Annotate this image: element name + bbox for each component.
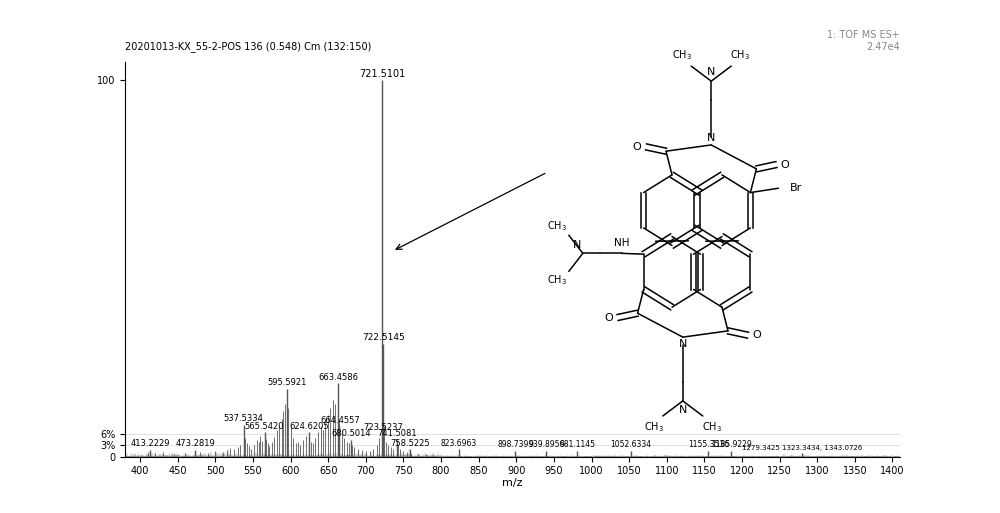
Text: 1: TOF MS ES+
2.47e4: 1: TOF MS ES+ 2.47e4 (827, 30, 900, 52)
Text: N: N (679, 339, 687, 349)
Text: CH$_3$: CH$_3$ (644, 420, 664, 434)
Text: CH$_3$: CH$_3$ (547, 219, 567, 233)
Text: 537.5334: 537.5334 (224, 414, 263, 423)
Text: 680.5014: 680.5014 (331, 429, 371, 438)
Text: 20201013-KX_55-2-POS 136 (0.548) Cm (132:150): 20201013-KX_55-2-POS 136 (0.548) Cm (132… (125, 41, 371, 52)
Text: CH$_3$: CH$_3$ (730, 48, 750, 62)
Text: 898.7399: 898.7399 (497, 441, 533, 449)
Text: 741.5081: 741.5081 (377, 429, 417, 438)
Text: N: N (707, 67, 715, 77)
Text: 723.5237: 723.5237 (364, 424, 403, 432)
Text: CH$_3$: CH$_3$ (672, 48, 692, 62)
Text: O: O (604, 312, 613, 323)
Text: 413.2229: 413.2229 (130, 439, 170, 448)
Text: 981.1145: 981.1145 (559, 441, 595, 449)
Text: 1052.6334: 1052.6334 (611, 441, 652, 449)
Text: 721.5101: 721.5101 (359, 69, 405, 79)
Text: 595.5921: 595.5921 (268, 379, 307, 387)
Text: 664.4557: 664.4557 (321, 416, 360, 425)
Text: 722.5145: 722.5145 (362, 333, 405, 342)
Text: O: O (633, 142, 642, 152)
Text: N: N (707, 133, 715, 143)
Text: N: N (572, 240, 581, 250)
X-axis label: m/z: m/z (502, 478, 523, 488)
Text: 1279.3425 1323.3434, 1343.0726: 1279.3425 1323.3434, 1343.0726 (742, 445, 862, 451)
Text: 1155.3536: 1155.3536 (688, 441, 729, 449)
Text: NH: NH (614, 238, 629, 248)
Text: CH$_3$: CH$_3$ (547, 273, 567, 287)
Text: Br: Br (790, 183, 802, 193)
Text: 1185.9229: 1185.9229 (711, 441, 752, 449)
Text: 939.8956: 939.8956 (528, 441, 564, 449)
Text: 624.6205: 624.6205 (289, 422, 329, 430)
Text: CH$_3$: CH$_3$ (702, 420, 722, 434)
Text: 823.6963: 823.6963 (441, 439, 477, 447)
Text: 565.5420: 565.5420 (245, 422, 284, 430)
Text: N: N (679, 405, 687, 415)
Text: 473.2819: 473.2819 (175, 439, 215, 448)
Text: O: O (781, 160, 790, 170)
Text: 758.5225: 758.5225 (390, 439, 430, 447)
Text: O: O (752, 330, 761, 340)
Text: 663.4586: 663.4586 (318, 373, 358, 382)
